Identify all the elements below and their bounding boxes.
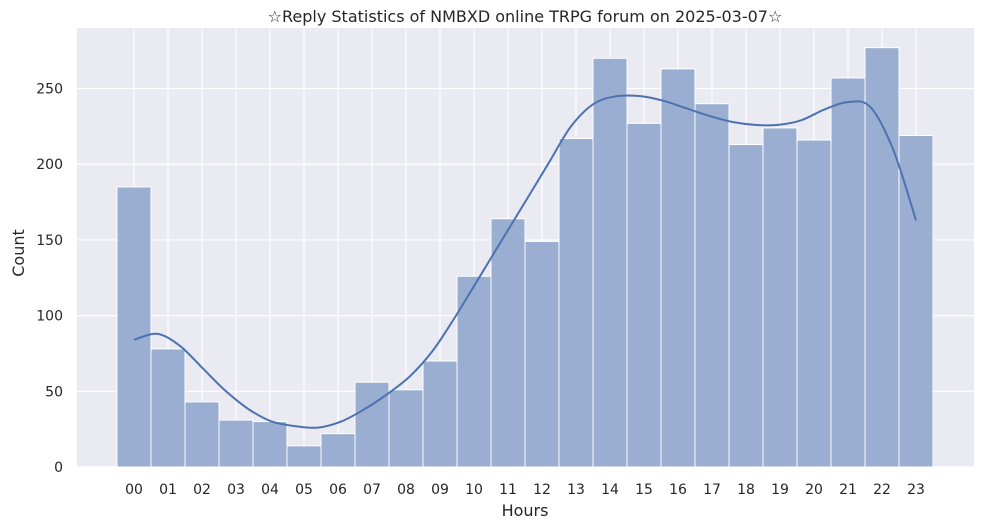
x-tick-label-01: 01	[159, 482, 177, 498]
bars-group	[116, 47, 934, 468]
bar-01	[150, 348, 186, 468]
bar-05	[286, 445, 322, 468]
x-tick-label-09: 09	[431, 482, 449, 498]
x-tick-label-15: 15	[635, 482, 653, 498]
bar-16	[660, 68, 696, 468]
x-tick-label-12: 12	[533, 482, 551, 498]
bar-06	[320, 433, 356, 468]
bar-15	[626, 122, 662, 468]
x-tick-label-06: 06	[329, 482, 347, 498]
x-axis-label: Hours	[502, 501, 549, 520]
x-tick-label-08: 08	[397, 482, 415, 498]
x-tick-label-14: 14	[601, 482, 619, 498]
x-tick-label-18: 18	[737, 482, 755, 498]
x-tick-label-02: 02	[193, 482, 211, 498]
x-tick-label-17: 17	[703, 482, 721, 498]
bar-03	[218, 419, 254, 468]
chart-title: ☆Reply Statistics of NMBXD online TRPG f…	[268, 7, 783, 26]
x-tick-label-22: 22	[873, 482, 891, 498]
y-tick-label-100: 100	[36, 309, 63, 325]
x-tick-label-03: 03	[227, 482, 245, 498]
y-tick-label-150: 150	[36, 233, 63, 249]
x-tick-label-11: 11	[499, 482, 517, 498]
bar-14	[592, 57, 628, 468]
x-tick-labels: 00 01 02 03 04 05 06 07 08 09 10 11 12 13 14 15 16 17 18 19…	[125, 482, 925, 498]
bar-19	[762, 127, 798, 468]
bar-07	[354, 381, 390, 468]
bar-21	[830, 77, 866, 468]
bar-23	[898, 134, 934, 468]
bar-22	[864, 47, 900, 468]
bar-08	[388, 389, 424, 468]
bar-02	[184, 401, 220, 468]
y-tick-label-0: 0	[54, 460, 63, 476]
y-tick-label-200: 200	[36, 157, 63, 173]
x-tick-label-20: 20	[805, 482, 823, 498]
x-tick-label-05: 05	[295, 482, 313, 498]
x-tick-label-07: 07	[363, 482, 381, 498]
bar-10	[456, 275, 492, 468]
x-tick-label-13: 13	[567, 482, 585, 498]
y-tick-label-50: 50	[45, 384, 63, 400]
x-tick-label-04: 04	[261, 482, 279, 498]
bar-11	[490, 218, 526, 468]
y-tick-labels: 0 50 100 150 200 250	[36, 82, 63, 476]
y-tick-label-250: 250	[36, 82, 63, 98]
bar-17	[694, 103, 730, 468]
bar-09	[422, 360, 458, 468]
x-tick-label-16: 16	[669, 482, 687, 498]
kde-curve	[133, 94, 917, 429]
x-tick-label-23: 23	[907, 482, 925, 498]
x-tick-label-10: 10	[465, 482, 483, 498]
x-tick-label-21: 21	[839, 482, 857, 498]
y-axis-label: Count	[9, 229, 28, 277]
bar-00	[116, 186, 152, 468]
bar-04	[252, 421, 288, 468]
x-tick-label-00: 00	[125, 482, 143, 498]
x-tick-label-19: 19	[771, 482, 789, 498]
bar-13	[558, 138, 594, 468]
bar-20	[796, 139, 832, 468]
bar-18	[728, 144, 764, 468]
bar-12	[524, 240, 560, 468]
